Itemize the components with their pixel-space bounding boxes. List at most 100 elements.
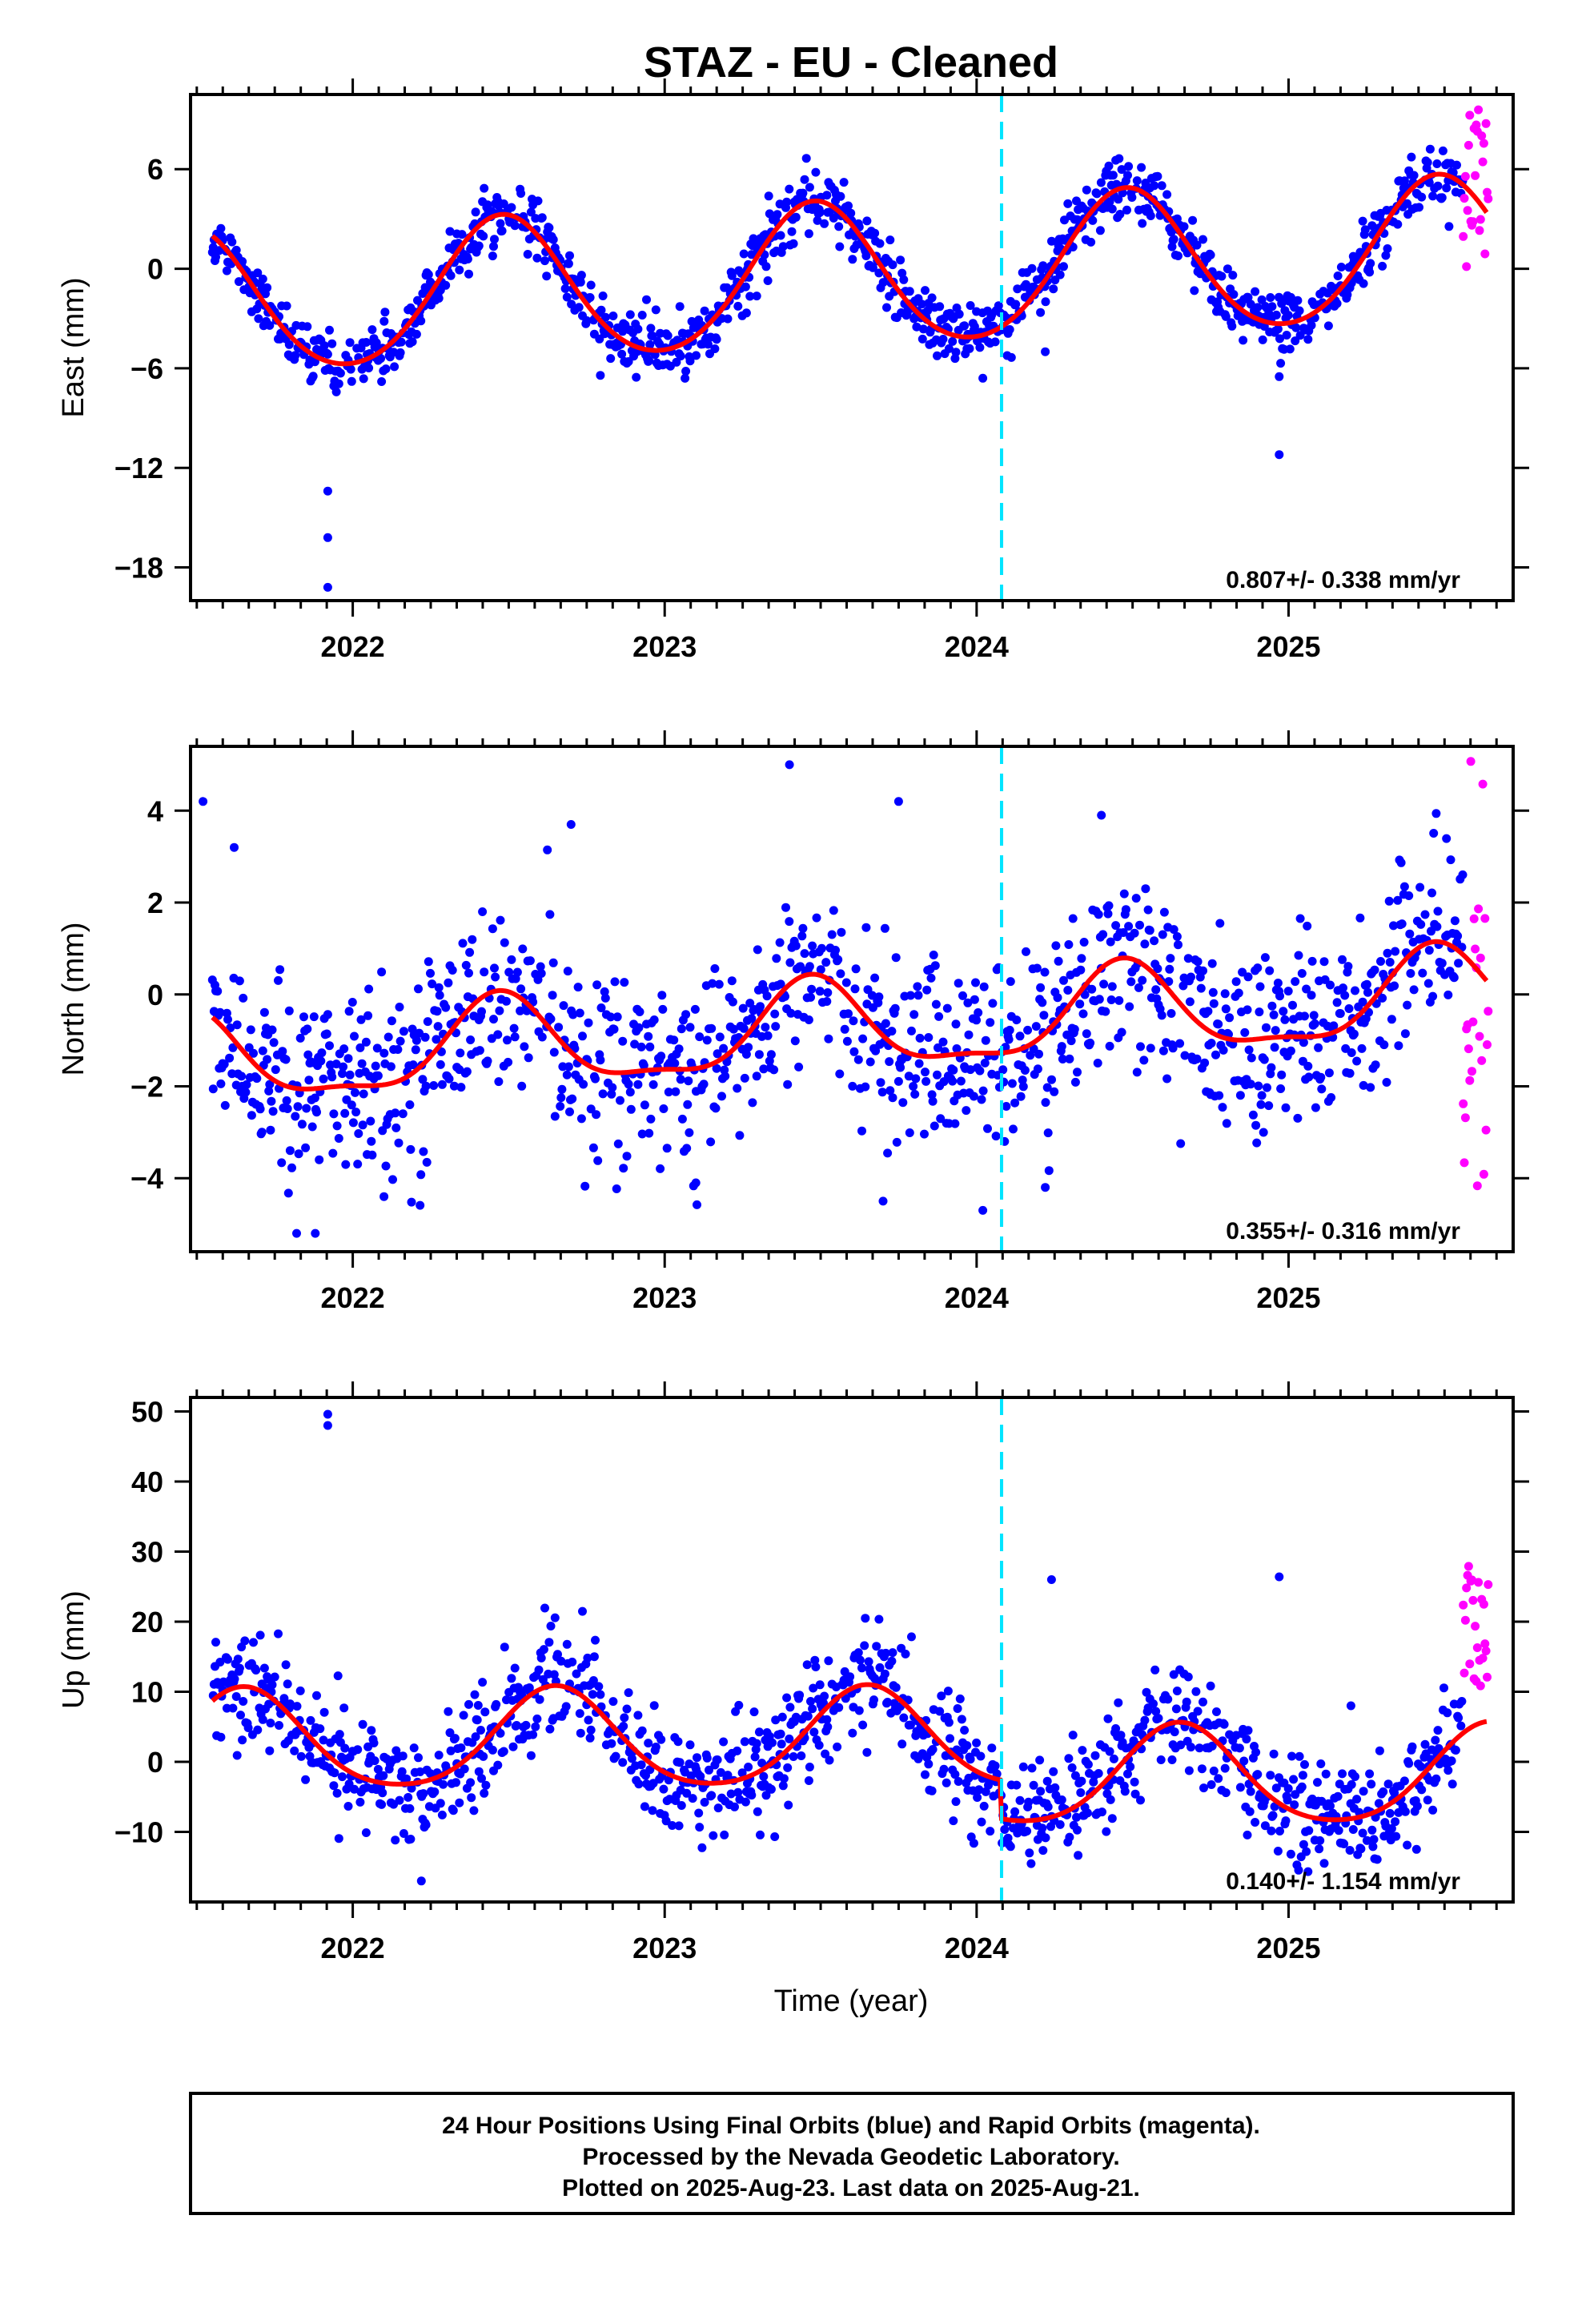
east-final-point <box>258 274 267 283</box>
east-final-point <box>548 235 558 244</box>
up-y-tick-label: −10 <box>114 1816 163 1849</box>
up-final-point <box>471 1732 480 1742</box>
east-final-point <box>1428 191 1438 201</box>
north-final-point <box>771 1022 781 1031</box>
north-final-point <box>1385 958 1395 967</box>
up-final-point <box>1077 1776 1086 1786</box>
up-final-point <box>1439 1683 1448 1693</box>
up-final-point <box>512 1721 521 1730</box>
east-final-point <box>1291 323 1301 332</box>
north-final-point <box>883 1148 893 1158</box>
north-final-point <box>1018 1076 1027 1085</box>
north-final-point <box>1260 953 1270 963</box>
up-final-point <box>944 1718 954 1727</box>
east-final-point <box>1006 352 1016 362</box>
north-final-point <box>420 1032 430 1042</box>
north-final-point <box>1221 1004 1231 1014</box>
north-final-point <box>516 1006 525 1015</box>
north-final-point <box>408 1060 418 1070</box>
up-final-point <box>470 1690 480 1699</box>
north-final-point <box>735 1131 745 1140</box>
up-final-point <box>1428 1805 1438 1815</box>
up-x-tick-label: 2025 <box>1256 1932 1320 1964</box>
north-final-point <box>739 1023 749 1033</box>
up-rapid-point <box>1464 1562 1473 1571</box>
up-frame <box>189 1396 1515 1904</box>
up-final-point <box>754 1727 764 1737</box>
east-final-point <box>345 338 355 348</box>
north-final-point <box>761 1023 770 1032</box>
up-outlier-point <box>416 1876 426 1886</box>
north-final-point <box>1098 930 1108 939</box>
up-y-tick-label: 0 <box>147 1746 163 1779</box>
north-final-point <box>1431 809 1441 818</box>
north-rapid-point <box>1475 1031 1484 1041</box>
east-final-point <box>489 242 498 251</box>
up-final-point <box>823 1722 833 1731</box>
up-final-point <box>1260 1821 1270 1831</box>
up-final-point <box>1374 1799 1383 1808</box>
north-final-point <box>1076 965 1086 975</box>
east-final-point <box>912 322 921 332</box>
north-final-point <box>775 938 785 947</box>
north-final-point <box>456 1048 465 1058</box>
north-final-point <box>1010 1098 1020 1108</box>
up-final-point <box>976 1751 986 1761</box>
north-final-point <box>1390 981 1399 991</box>
east-final-point <box>782 197 792 207</box>
up-final-point <box>312 1691 321 1700</box>
north-final-point <box>1036 983 1046 992</box>
north-final-point <box>373 1071 383 1080</box>
north-final-point <box>1453 931 1463 941</box>
up-final-point <box>770 1832 780 1841</box>
up-final-point <box>369 1739 379 1747</box>
up-final-point <box>1120 1787 1130 1796</box>
north-final-point <box>622 1152 632 1161</box>
north-final-point <box>586 1104 596 1114</box>
up-final-point <box>1345 1846 1355 1855</box>
north-final-point <box>490 963 499 973</box>
north-final-point <box>1240 1027 1250 1037</box>
up-final-point <box>1199 1697 1207 1707</box>
north-final-point <box>1423 979 1433 988</box>
north-final-point <box>858 1034 868 1043</box>
east-final-point <box>507 203 516 212</box>
north-final-point <box>1344 1004 1354 1013</box>
north-final-point <box>914 1059 924 1068</box>
north-final-point <box>874 992 884 1002</box>
north-final-point <box>512 967 522 977</box>
east-final-point <box>265 320 275 330</box>
north-final-point <box>428 979 437 989</box>
up-final-point <box>583 1653 592 1663</box>
north-final-point <box>1138 975 1147 985</box>
north-y-axis-label: North (mm) <box>57 922 90 1076</box>
north-final-point <box>516 984 526 994</box>
up-final-point <box>1246 1787 1255 1796</box>
north-final-point <box>465 947 475 957</box>
footer-line-2: Processed by the Nevada Geodetic Laborat… <box>582 2144 1119 2170</box>
east-final-point <box>325 325 334 335</box>
north-final-point <box>268 1107 278 1116</box>
up-final-point <box>627 1754 636 1763</box>
north-rapid-point <box>1479 1169 1488 1179</box>
north-final-point <box>1040 967 1050 977</box>
north-final-point <box>772 954 781 963</box>
north-final-point <box>388 1175 397 1184</box>
east-final-point <box>1336 263 1346 271</box>
up-final-point <box>472 1715 482 1725</box>
up-final-point <box>1447 1779 1457 1789</box>
north-final-point <box>1303 1061 1313 1071</box>
north-final-point <box>710 964 720 973</box>
north-final-point <box>1073 1068 1082 1077</box>
up-final-point <box>737 1768 747 1778</box>
east-final-point <box>282 301 291 311</box>
north-final-point <box>1140 939 1150 949</box>
up-final-point <box>726 1789 736 1799</box>
north-final-point <box>359 1089 368 1099</box>
north-final-point <box>1420 910 1430 919</box>
up-final-point <box>805 1763 814 1771</box>
north-final-point <box>1246 1080 1255 1089</box>
north-final-point <box>1340 991 1350 1000</box>
up-final-point <box>332 1788 342 1798</box>
north-final-point <box>1131 894 1141 903</box>
